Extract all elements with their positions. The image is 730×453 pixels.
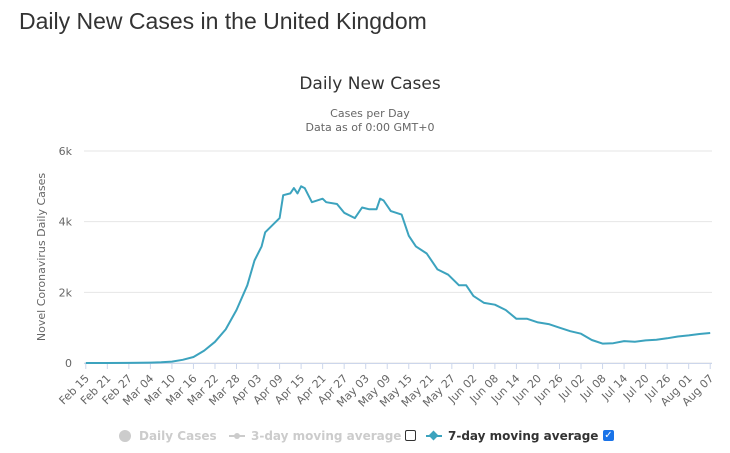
chart-title: Daily New Cases: [299, 74, 441, 94]
toggle-7-day-average-checkbox[interactable]: ✓: [603, 430, 614, 441]
daily-cases-marker-icon: [119, 430, 131, 442]
toggle-3-day-average-checkbox[interactable]: [405, 430, 416, 441]
legend-item-3-day-average[interactable]: 3-day moving average: [229, 426, 401, 446]
y-tick-label: 2k: [59, 286, 73, 299]
series-line-7-day-moving-average: [85, 185, 711, 364]
page-title: Daily New Cases in the United Kingdom: [19, 8, 427, 34]
y-axis-ticks: 0 2k 4k 6k: [59, 145, 73, 370]
chart-legend: Daily Cases 3-day moving average 7-day m…: [0, 426, 730, 446]
line-marker-icon: [426, 430, 442, 442]
y-tick-label: 4k: [59, 216, 73, 229]
legend-label: Daily Cases: [139, 429, 217, 443]
daily-new-cases-chart: Daily New Cases Cases per Day Data as of…: [35, 74, 716, 410]
y-axis-label: Novel Coronavirus Daily Cases: [35, 173, 48, 341]
legend-label: 7-day moving average: [448, 429, 599, 443]
y-tick-label: 6k: [59, 145, 73, 158]
legend-label: 3-day moving average: [251, 429, 402, 443]
chart-subtitle-line1: Cases per Day: [330, 107, 410, 120]
y-tick-label: 0: [65, 357, 72, 370]
legend-item-7-day-average[interactable]: 7-day moving average: [426, 426, 598, 446]
chart-subtitle-line2: Data as of 0:00 GMT+0: [306, 121, 435, 134]
legend-item-daily-cases[interactable]: Daily Cases: [119, 426, 217, 446]
grid-lines: [84, 150, 712, 364]
line-marker-icon: [229, 430, 245, 442]
series-group: [85, 185, 711, 364]
